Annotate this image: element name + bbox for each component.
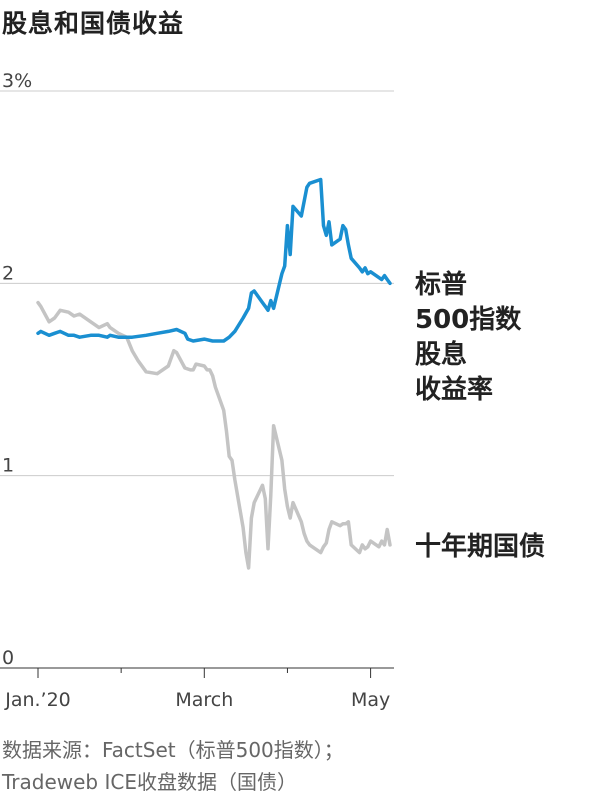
y-tick-label-1: 1 (2, 455, 14, 477)
chart-title: 股息和国债收益 (2, 9, 185, 38)
series-label-sp500-line-0: 标普 (415, 269, 467, 300)
y-tick-label-2: 2 (2, 262, 14, 284)
sp500-dividend-yield-line (36, 177, 392, 343)
series-label-sp500-line-3: 收益率 (415, 374, 493, 405)
x-tick-label-0: Jan.’20 (4, 689, 71, 711)
y-tick-label-3: 3% (2, 70, 32, 92)
y-tick-label-0: 0 (2, 647, 14, 669)
source-note: 数据来源：FactSet（标普500指数）； Tradeweb ICE收盘数据（… (2, 734, 344, 798)
series-label-sp500-line-1: 500指数 (415, 305, 522, 335)
x-tick-label-1: March (175, 689, 233, 711)
treasury-10yr-line (36, 300, 392, 570)
series-label-treasury-line-0: 十年期国债 (415, 531, 545, 562)
x-tick-label-2: May (351, 689, 390, 711)
series-label-sp500-line-2: 股息 (415, 339, 467, 370)
source-line-1: 数据来源：FactSet（标普500指数）； (2, 738, 344, 762)
source-line-2: Tradeweb ICE收盘数据（国债） (2, 770, 297, 794)
